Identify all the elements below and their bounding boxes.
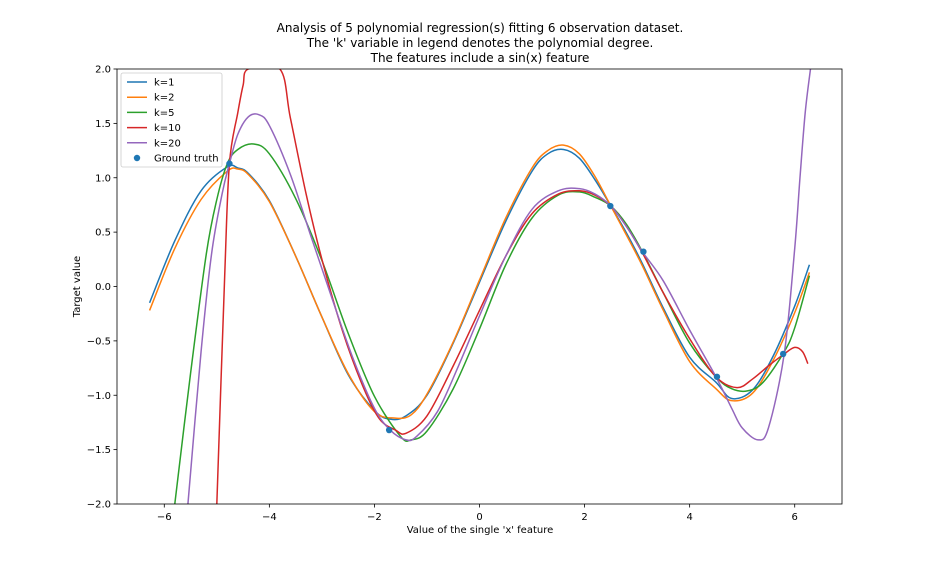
y-tick-label: 1.5 <box>95 119 111 130</box>
x-tick-label: 0 <box>476 512 482 523</box>
plot-frame <box>116 68 843 505</box>
y-tick-label: 1.0 <box>95 173 111 184</box>
y-axis-ticks: −2.0 −1.5 −1.0 −0.5 0.0 0.5 1.0 1.5 2.0 <box>87 65 117 511</box>
x-tick-label: 6 <box>792 512 798 523</box>
legend-label: k=20 <box>154 138 181 149</box>
series-line-k-1 <box>148 148 811 421</box>
chart-title-line-1: Analysis of 5 polynomial regression(s) f… <box>277 21 684 35</box>
series-line-k-5 <box>174 143 811 504</box>
series-layer <box>148 69 812 504</box>
ground-truth-point <box>779 350 787 358</box>
series-line-k-10 <box>216 69 809 504</box>
y-tick-label: −1.0 <box>87 391 111 402</box>
legend-label: k=10 <box>154 123 181 134</box>
y-tick-label: −2.0 <box>87 500 111 511</box>
y-tick-label: 0.0 <box>95 282 111 293</box>
series-line-k-2 <box>148 144 811 420</box>
legend: k=1 k=2 k=5 k=10 k=20 Ground truth <box>120 72 223 168</box>
y-tick-label: 2.0 <box>95 65 111 76</box>
x-tick-label: 2 <box>581 512 587 523</box>
y-tick-label: 0.5 <box>95 228 111 239</box>
legend-swatch <box>133 154 141 162</box>
x-axis-ticks: −6 −4 −2 0 2 4 6 <box>157 504 798 523</box>
y-axis-label: Target value <box>72 256 83 318</box>
ground-truth-point <box>385 426 393 434</box>
y-tick-label: −1.5 <box>87 445 111 456</box>
legend-label: k=5 <box>154 108 175 119</box>
x-axis-label: Value of the single 'x' feature <box>407 525 554 536</box>
ground-truth-point <box>640 248 647 255</box>
chart-title-line-3: The features include a sin(x) feature <box>370 51 590 65</box>
ground-truth-point <box>713 373 721 380</box>
y-tick-label: −0.5 <box>87 336 111 347</box>
legend-label: Ground truth <box>154 154 219 165</box>
ground-truth-point <box>226 160 233 167</box>
series-line-k-20 <box>187 69 812 504</box>
x-tick-label: −6 <box>157 512 172 523</box>
ground-truth-points <box>226 160 787 434</box>
x-tick-label: −4 <box>262 512 277 523</box>
legend-label: k=2 <box>154 93 175 104</box>
chart-title-line-2: The 'k' variable in legend denotes the p… <box>306 36 654 50</box>
x-tick-label: 4 <box>686 512 692 523</box>
x-tick-label: −2 <box>367 512 382 523</box>
ground-truth-point <box>607 202 614 210</box>
legend-label: k=1 <box>154 78 175 89</box>
